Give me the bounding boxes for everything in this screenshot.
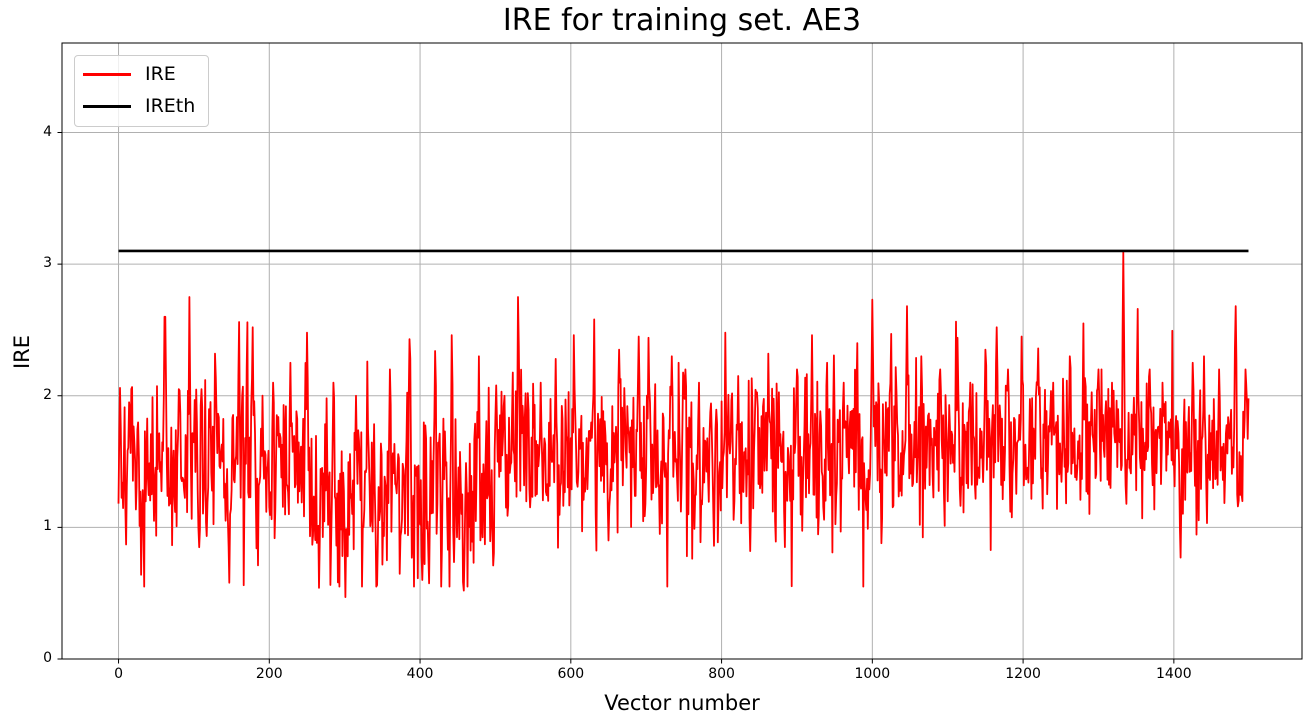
series-line-ire [117,251,1250,598]
x-tick-label: 200 [255,666,283,682]
x-tick-label: 600 [557,666,585,682]
x-tick-label: 800 [708,666,735,682]
y-tick-label: 1 [43,518,52,535]
legend-item-ireth: IREth [83,96,195,117]
chart-title: IRE for training set. AE3 [502,3,862,38]
y-tick-label: 3 [43,255,52,272]
x-tick-label: 1200 [1005,666,1041,682]
x-axis-label: Vector number [604,691,760,715]
legend-label-ire: IRE [145,63,176,85]
y-tick-label: 2 [43,386,52,403]
y-tick-label: 4 [43,123,52,140]
legend-line-swatch-ireth [83,105,131,108]
legend-line-swatch-ire [83,73,131,76]
x-tick-label: 0 [114,666,123,682]
x-tick-label: 1400 [1156,666,1192,682]
legend: IRE IREth [74,55,210,127]
y-tick-label: 0 [43,650,52,666]
x-tick-label: 400 [406,666,434,682]
legend-label-ireth: IREth [145,95,196,117]
plot-border [61,42,1303,660]
legend-item-ire: IRE [83,64,195,85]
x-tick-label: 1000 [854,666,891,682]
